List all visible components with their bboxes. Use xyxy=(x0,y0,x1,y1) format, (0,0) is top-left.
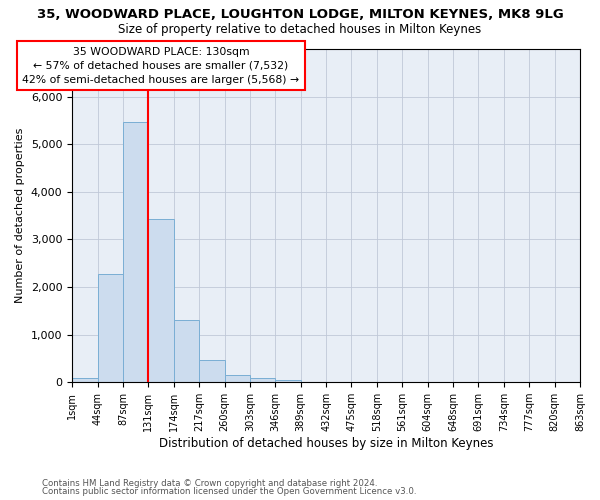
Text: 35, WOODWARD PLACE, LOUGHTON LODGE, MILTON KEYNES, MK8 9LG: 35, WOODWARD PLACE, LOUGHTON LODGE, MILT… xyxy=(37,8,563,20)
Text: Contains HM Land Registry data © Crown copyright and database right 2024.: Contains HM Land Registry data © Crown c… xyxy=(42,478,377,488)
Text: 35 WOODWARD PLACE: 130sqm
← 57% of detached houses are smaller (7,532)
42% of se: 35 WOODWARD PLACE: 130sqm ← 57% of detac… xyxy=(22,46,299,84)
Text: Size of property relative to detached houses in Milton Keynes: Size of property relative to detached ho… xyxy=(118,22,482,36)
Bar xyxy=(250,378,275,382)
Y-axis label: Number of detached properties: Number of detached properties xyxy=(15,128,25,304)
Bar xyxy=(224,375,250,382)
Bar xyxy=(98,274,123,382)
Bar xyxy=(72,378,98,382)
Bar xyxy=(123,122,148,382)
Bar xyxy=(148,219,174,382)
X-axis label: Distribution of detached houses by size in Milton Keynes: Distribution of detached houses by size … xyxy=(159,437,493,450)
Bar xyxy=(275,380,301,382)
Bar xyxy=(174,320,199,382)
Text: Contains public sector information licensed under the Open Government Licence v3: Contains public sector information licen… xyxy=(42,487,416,496)
Bar xyxy=(199,360,224,382)
